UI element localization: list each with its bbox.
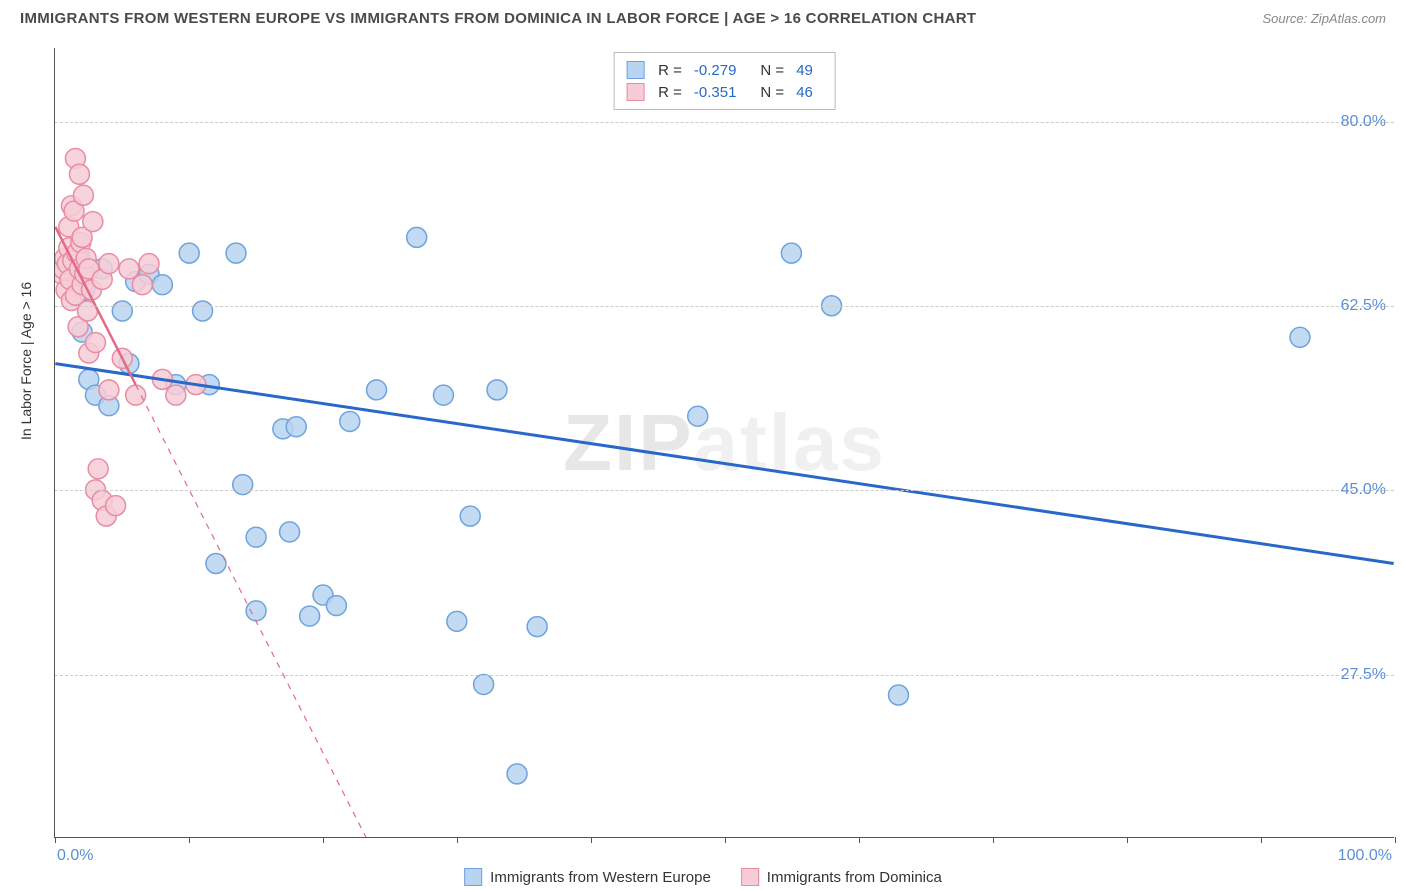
series2-r-value: -0.351 [694, 84, 737, 101]
watermark-part2: atlas [694, 398, 886, 487]
series2-n-value: 46 [796, 84, 813, 101]
x-label-right: 100.0% [1338, 847, 1392, 865]
y-tick-label: 80.0% [1341, 113, 1386, 131]
n-label: N = [760, 84, 784, 101]
y-axis-label: In Labor Force | Age > 16 [18, 282, 34, 440]
legend-label-2: Immigrants from Dominica [767, 869, 942, 886]
chart-plot-area: ZIPatlas R = -0.279 N = 49 R = -0.351 N … [54, 48, 1394, 838]
x-tick [323, 837, 324, 843]
y-tick-label: 62.5% [1341, 297, 1386, 315]
watermark-part1: ZIP [563, 398, 693, 487]
legend-swatch-1 [464, 868, 482, 886]
r-label: R = [658, 84, 682, 101]
chart-header: IMMIGRANTS FROM WESTERN EUROPE VS IMMIGR… [0, 0, 1406, 35]
r-label: R = [658, 62, 682, 79]
gridline [55, 675, 1394, 676]
y-tick-label: 27.5% [1341, 666, 1386, 684]
x-tick [55, 837, 56, 843]
x-tick [1395, 837, 1396, 843]
watermark: ZIPatlas [563, 397, 886, 489]
correlation-legend: R = -0.279 N = 49 R = -0.351 N = 46 [613, 52, 836, 110]
n-label: N = [760, 62, 784, 79]
series1-n-value: 49 [796, 62, 813, 79]
x-tick [1127, 837, 1128, 843]
x-label-left: 0.0% [57, 847, 93, 865]
x-tick [591, 837, 592, 843]
x-tick [457, 837, 458, 843]
x-tick [1261, 837, 1262, 843]
gridline [55, 490, 1394, 491]
gridline [55, 122, 1394, 123]
legend-item-2: Immigrants from Dominica [741, 868, 942, 886]
series-legend: Immigrants from Western Europe Immigrant… [464, 868, 942, 886]
x-tick [993, 837, 994, 843]
correlation-row-2: R = -0.351 N = 46 [626, 81, 823, 103]
legend-label-1: Immigrants from Western Europe [490, 869, 711, 886]
x-tick [859, 837, 860, 843]
legend-item-1: Immigrants from Western Europe [464, 868, 711, 886]
y-tick-label: 45.0% [1341, 481, 1386, 499]
chart-svg [55, 48, 1394, 837]
series1-r-value: -0.279 [694, 62, 737, 79]
chart-source: Source: ZipAtlas.com [1262, 11, 1386, 26]
series2-swatch [626, 83, 644, 101]
correlation-row-1: R = -0.279 N = 49 [626, 59, 823, 81]
series1-swatch [626, 61, 644, 79]
gridline [55, 306, 1394, 307]
chart-title: IMMIGRANTS FROM WESTERN EUROPE VS IMMIGR… [20, 10, 976, 27]
x-tick [189, 837, 190, 843]
x-tick [725, 837, 726, 843]
legend-swatch-2 [741, 868, 759, 886]
